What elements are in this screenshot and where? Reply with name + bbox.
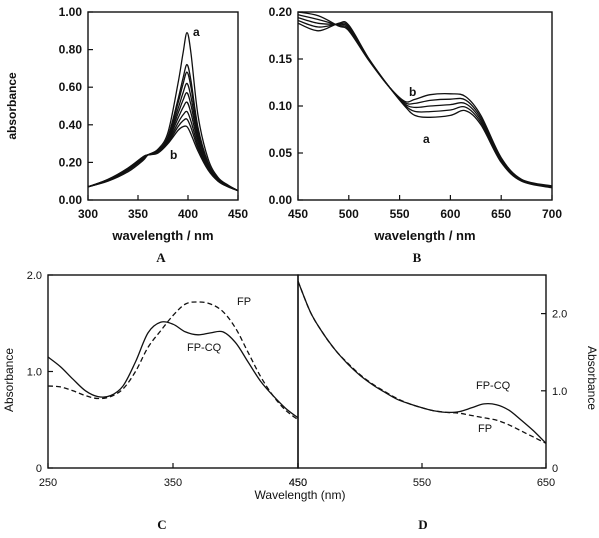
x-tick-label: 500 — [339, 207, 359, 221]
panel-c-ylabel: Absorbance — [2, 348, 16, 412]
x-tick-label: 550 — [413, 477, 431, 489]
series-line — [87, 32, 239, 192]
x-tick-label: 400 — [178, 207, 198, 221]
panel-a-ticks: 300 350 400 450 0.00 0.20 0.40 0.60 0.80 1.00 — [59, 5, 249, 221]
panel-a-chart: 300 350 400 450 0.00 0.20 0.40 0.60 0.80 1.00 a b… — [5, 5, 248, 265]
panel-d-chart: 450 550 650 0 1.0 2.0 FP-CQ FP Absorbance D — [289, 274, 599, 532]
x-tick-label: 450 — [289, 477, 307, 489]
panel-c-curves — [47, 301, 299, 421]
y-tick-label: 0.80 — [59, 43, 83, 57]
x-tick-label: 650 — [537, 477, 555, 489]
x-tick-label: 300 — [78, 207, 98, 221]
series-line — [297, 280, 547, 444]
panel-d-label-fp: FP — [478, 423, 492, 435]
series-line — [47, 321, 299, 419]
y-tick-label: 2.0 — [27, 270, 42, 282]
series-line — [297, 14, 553, 188]
series-line — [47, 301, 299, 421]
x-tick-label: 450 — [228, 207, 248, 221]
panel-c-xlabel: Wavelength (nm) — [255, 488, 346, 502]
x-tick-label: 600 — [440, 207, 460, 221]
panel-c-label-fpcq: FP-CQ — [187, 342, 222, 354]
panel-d-letter: D — [418, 517, 427, 532]
series-line — [87, 63, 239, 192]
panel-b-letter: B — [413, 250, 422, 265]
series-line — [297, 11, 553, 187]
panel-c-label-fp: FP — [237, 296, 251, 308]
panel-c-letter: C — [157, 517, 166, 532]
x-tick-label: 350 — [128, 207, 148, 221]
y-tick-label: 0 — [36, 463, 42, 475]
y-tick-label: 0.60 — [59, 80, 83, 94]
y-tick-label: 1.00 — [59, 5, 83, 19]
x-tick-label: 450 — [288, 207, 308, 221]
panel-a-curves — [87, 32, 239, 192]
panel-d-ylabel: Absorbance — [585, 346, 599, 410]
series-line — [297, 16, 553, 188]
y-tick-label: 0.00 — [59, 193, 83, 207]
panel-a-annotation-a: a — [193, 25, 200, 39]
y-tick-label: 2.0 — [552, 309, 567, 321]
series-line — [297, 19, 553, 188]
y-tick-label: 0.00 — [269, 193, 293, 207]
x-tick-label: 650 — [491, 207, 511, 221]
y-tick-label: 0.40 — [59, 118, 83, 132]
panel-c-ticks: 250 350 450 0 1.0 2.0 — [27, 270, 307, 489]
panel-c-frame — [47, 274, 299, 469]
series-line — [87, 118, 239, 192]
series-line — [297, 280, 547, 444]
series-line — [297, 20, 553, 189]
y-tick-label: 0.20 — [269, 5, 293, 19]
panel-a-xlabel: wavelength / nm — [111, 228, 213, 243]
y-tick-label: 0.15 — [269, 52, 293, 66]
panel-d-ticks: 450 550 650 0 1.0 2.0 — [289, 309, 567, 489]
panel-b-annotation-a: a — [423, 132, 430, 146]
panel-a-frame — [87, 11, 239, 201]
x-tick-label: 550 — [390, 207, 410, 221]
panel-c-chart: 250 350 450 0 1.0 2.0 FP FP-CQ Wavelength (nm… — [2, 270, 345, 532]
panel-d-curves — [297, 280, 547, 444]
panel-b-xlabel: wavelength / nm — [373, 228, 475, 243]
panel-a-ylabel: absorbance — [5, 72, 19, 140]
panel-b-curves — [297, 11, 553, 189]
y-tick-label: 0.20 — [59, 155, 83, 169]
y-tick-label: 1.0 — [552, 386, 567, 398]
panel-a-letter: A — [156, 250, 166, 265]
panel-b-chart: 450 500 550 600 650 700 0.00 0.05 0.10 0.15 0.20 a… — [269, 5, 563, 265]
y-tick-label: 1.0 — [27, 367, 42, 379]
x-tick-label: 450 — [289, 477, 307, 489]
panel-b-ticks: 450 500 550 600 650 700 0.00 0.05 0.10 0.15 0.20 — [269, 5, 563, 221]
x-tick-label: 350 — [164, 477, 182, 489]
y-tick-label: 0.10 — [269, 99, 293, 113]
panel-d-label-fpcq: FP-CQ — [476, 380, 511, 392]
panel-a-annotation-b: b — [170, 148, 177, 162]
x-tick-label: 700 — [542, 207, 562, 221]
y-tick-label: 0 — [552, 463, 558, 475]
panel-b-annotation-b: b — [409, 85, 416, 99]
panel-d-frame — [297, 274, 547, 469]
x-tick-label: 250 — [39, 477, 57, 489]
y-tick-label: 0.05 — [269, 146, 293, 160]
